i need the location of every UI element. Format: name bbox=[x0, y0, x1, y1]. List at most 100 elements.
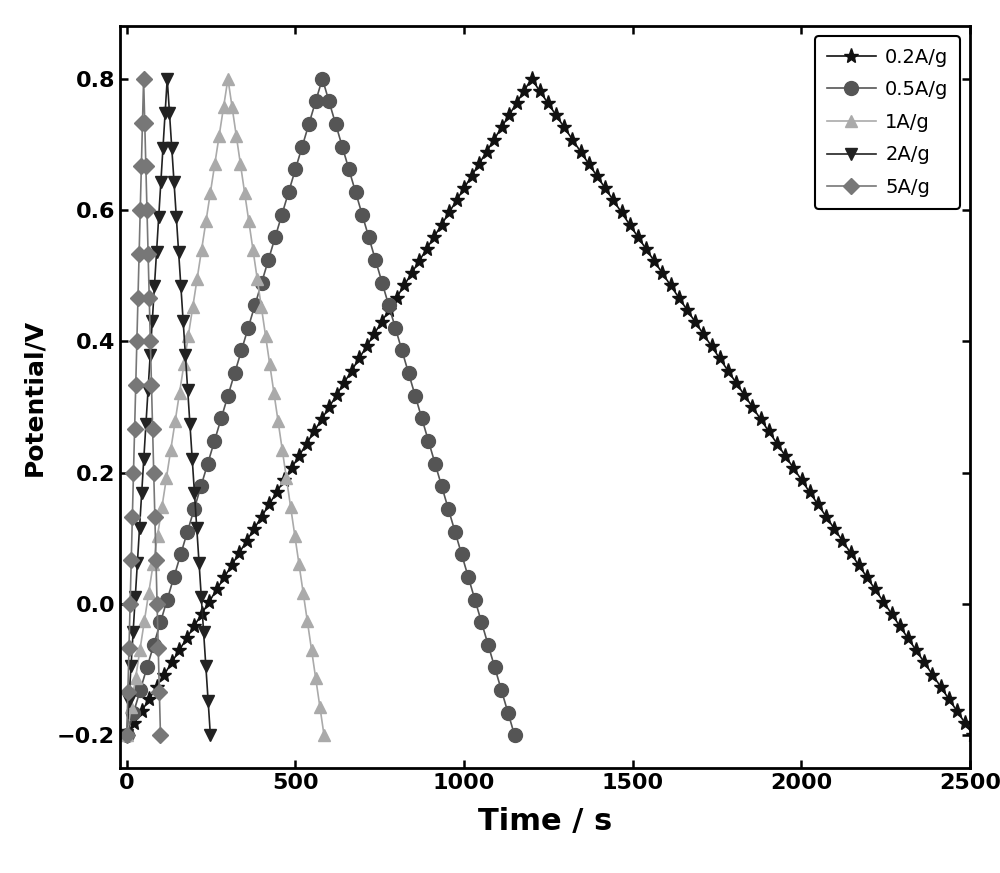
5A/g bbox=[129, 423, 141, 434]
2A/g bbox=[142, 384, 154, 395]
1A/g bbox=[130, 673, 142, 684]
1A/g bbox=[134, 644, 146, 655]
2A/g bbox=[202, 696, 214, 706]
Legend: 0.2A/g, 0.5A/g, 1A/g, 2A/g, 5A/g: 0.2A/g, 0.5A/g, 1A/g, 2A/g, 5A/g bbox=[815, 36, 960, 209]
1A/g bbox=[306, 644, 318, 655]
2A/g bbox=[184, 419, 196, 430]
1A/g bbox=[218, 102, 230, 113]
2A/g bbox=[193, 557, 205, 567]
2A/g bbox=[166, 142, 178, 153]
1A/g bbox=[152, 530, 164, 540]
Line: 5A/g: 5A/g bbox=[121, 73, 166, 741]
5A/g bbox=[152, 643, 164, 653]
2A/g bbox=[125, 661, 137, 671]
0.5A/g bbox=[181, 526, 193, 537]
1A/g bbox=[239, 188, 251, 198]
2A/g bbox=[136, 488, 148, 498]
5A/g bbox=[126, 512, 138, 522]
1A/g bbox=[297, 588, 309, 598]
1A/g bbox=[156, 502, 168, 512]
0.5A/g bbox=[121, 730, 133, 740]
1A/g bbox=[147, 559, 159, 569]
1A/g bbox=[247, 244, 259, 255]
2A/g bbox=[129, 592, 141, 602]
5A/g bbox=[138, 73, 150, 84]
Line: 2A/g: 2A/g bbox=[120, 72, 217, 742]
5A/g bbox=[143, 292, 155, 303]
1A/g bbox=[280, 473, 292, 484]
1A/g bbox=[234, 159, 246, 169]
0.5A/g bbox=[409, 390, 421, 401]
5A/g bbox=[121, 730, 133, 740]
0.5A/g bbox=[134, 685, 146, 696]
1A/g bbox=[260, 331, 272, 341]
5A/g bbox=[147, 423, 159, 434]
5A/g bbox=[135, 161, 147, 171]
1A/g bbox=[314, 702, 326, 712]
0.2A/g bbox=[967, 730, 979, 740]
5A/g bbox=[144, 336, 156, 347]
1A/g bbox=[209, 159, 221, 169]
1A/g bbox=[121, 730, 133, 740]
1A/g bbox=[226, 102, 238, 113]
5A/g bbox=[123, 643, 135, 653]
2A/g bbox=[170, 212, 182, 223]
2A/g bbox=[151, 246, 163, 257]
5A/g bbox=[154, 730, 166, 740]
Line: 1A/g: 1A/g bbox=[120, 72, 330, 742]
0.2A/g bbox=[346, 365, 358, 375]
5A/g bbox=[148, 468, 160, 478]
1A/g bbox=[196, 244, 208, 255]
1A/g bbox=[222, 73, 234, 84]
1A/g bbox=[213, 131, 225, 141]
0.2A/g bbox=[391, 292, 403, 303]
2A/g bbox=[163, 108, 175, 119]
2A/g bbox=[175, 281, 187, 292]
2A/g bbox=[123, 696, 135, 706]
5A/g bbox=[134, 205, 146, 216]
2A/g bbox=[200, 661, 212, 671]
5A/g bbox=[141, 205, 153, 216]
1A/g bbox=[268, 388, 280, 398]
2A/g bbox=[148, 281, 160, 292]
0.5A/g bbox=[316, 73, 328, 84]
5A/g bbox=[140, 161, 152, 171]
5A/g bbox=[131, 336, 143, 347]
1A/g bbox=[143, 588, 155, 598]
5A/g bbox=[124, 599, 136, 609]
0.2A/g bbox=[121, 730, 133, 740]
1A/g bbox=[264, 359, 276, 369]
1A/g bbox=[318, 730, 330, 740]
2A/g bbox=[144, 350, 156, 361]
2A/g bbox=[191, 523, 203, 533]
0.2A/g bbox=[526, 73, 538, 84]
0.2A/g bbox=[673, 292, 685, 303]
1A/g bbox=[165, 444, 177, 455]
Line: 0.5A/g: 0.5A/g bbox=[120, 72, 522, 742]
2A/g bbox=[186, 454, 198, 464]
Line: 0.2A/g: 0.2A/g bbox=[119, 71, 981, 743]
5A/g bbox=[136, 117, 148, 127]
5A/g bbox=[153, 686, 165, 697]
1A/g bbox=[191, 273, 203, 284]
5A/g bbox=[145, 380, 157, 390]
1A/g bbox=[174, 388, 186, 398]
2A/g bbox=[204, 730, 216, 740]
0.2A/g bbox=[575, 147, 587, 157]
2A/g bbox=[157, 142, 169, 153]
Y-axis label: Potential/V: Potential/V bbox=[22, 319, 46, 476]
1A/g bbox=[251, 273, 263, 284]
0.2A/g bbox=[181, 633, 193, 643]
0.2A/g bbox=[566, 134, 578, 145]
5A/g bbox=[132, 292, 144, 303]
1A/g bbox=[160, 473, 172, 484]
2A/g bbox=[195, 592, 207, 602]
1A/g bbox=[243, 217, 255, 227]
0.5A/g bbox=[330, 119, 342, 129]
5A/g bbox=[142, 249, 154, 259]
2A/g bbox=[131, 557, 143, 567]
X-axis label: Time / s: Time / s bbox=[478, 807, 612, 836]
1A/g bbox=[182, 331, 194, 341]
1A/g bbox=[272, 416, 284, 427]
5A/g bbox=[130, 380, 142, 390]
